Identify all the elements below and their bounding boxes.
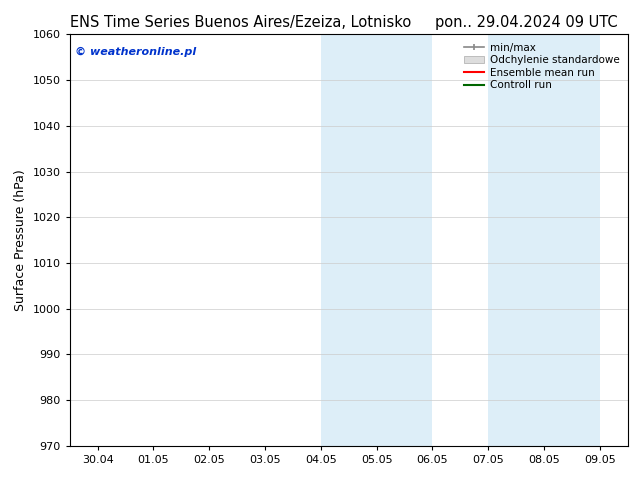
Bar [321, 34, 432, 446]
Text: ENS Time Series Buenos Aires/Ezeiza, Lotnisko: ENS Time Series Buenos Aires/Ezeiza, Lot… [70, 15, 411, 30]
Y-axis label: Surface Pressure (hPa): Surface Pressure (hPa) [14, 169, 27, 311]
Text: pon.. 29.04.2024 09 UTC: pon.. 29.04.2024 09 UTC [435, 15, 618, 30]
Legend: min/max, Odchylenie standardowe, Ensemble mean run, Controll run: min/max, Odchylenie standardowe, Ensembl… [460, 40, 623, 94]
Bar [488, 34, 600, 446]
Text: © weatheronline.pl: © weatheronline.pl [75, 47, 197, 57]
